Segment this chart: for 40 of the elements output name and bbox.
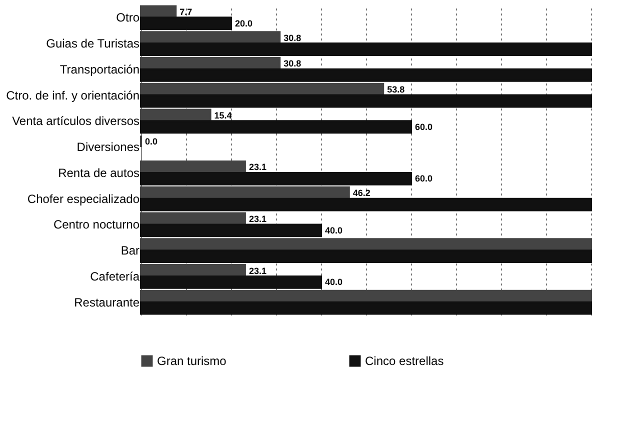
bar <box>140 224 322 238</box>
bar <box>140 301 592 315</box>
data-label: 46.2 <box>352 188 370 198</box>
y-tick-label: Renta de autos <box>58 166 140 180</box>
bar <box>140 94 592 108</box>
data-label: 7.7 <box>180 6 192 17</box>
data-label: 60.0 <box>415 122 433 132</box>
data-label: 15.4 <box>214 110 232 120</box>
legend-label: Cinco estrellas <box>365 354 444 368</box>
bar <box>140 172 412 186</box>
bar <box>140 42 592 56</box>
data-label: 40.0 <box>325 277 343 288</box>
y-tick-label: Guias de Turistas <box>46 36 140 51</box>
y-tick-label: Otro <box>116 10 140 25</box>
bar <box>140 16 232 30</box>
y-tick-label: Cafetería <box>90 269 140 284</box>
bar <box>140 275 322 289</box>
data-label: 53.8 <box>387 84 405 95</box>
data-label: 60.0 <box>415 174 433 184</box>
y-tick-label: Bar <box>120 244 140 258</box>
y-tick-label: Chofer especializado <box>27 192 140 206</box>
data-label: 40.0 <box>325 225 343 236</box>
data-label: 30.8 <box>284 58 302 69</box>
y-tick-label: Venta artículos diversos <box>12 114 140 128</box>
y-tick-label: Transportación <box>60 62 140 76</box>
bar <box>140 120 412 134</box>
data-label: 23.1 <box>248 162 266 172</box>
data-label: 20.0 <box>235 18 253 28</box>
data-label: 23.1 <box>248 266 266 276</box>
data-label: 23.1 <box>248 214 266 224</box>
bar <box>140 68 592 82</box>
y-tick-label: Diversiones <box>76 140 140 154</box>
data-label: 0.0 <box>145 136 158 146</box>
bar <box>140 250 592 263</box>
bar <box>140 198 592 212</box>
y-tick-label: Ctro. de inf. y orientación <box>6 88 140 102</box>
data-label: 30.8 <box>284 32 302 43</box>
legend-label: Gran turismo <box>157 354 227 368</box>
y-tick-label: Centro nocturno <box>53 218 140 232</box>
y-tick-label: Restaurante <box>74 295 140 310</box>
